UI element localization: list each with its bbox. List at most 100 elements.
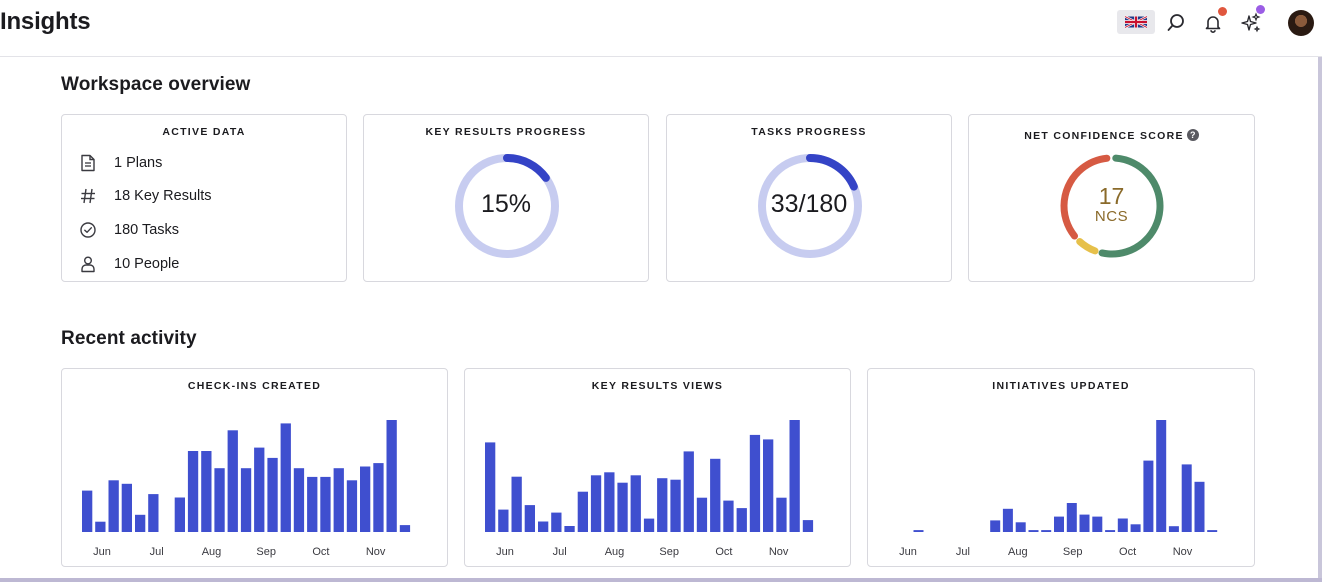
bar[interactable] <box>1207 530 1218 532</box>
bar[interactable] <box>267 457 278 532</box>
bar[interactable] <box>590 475 602 532</box>
bar[interactable] <box>802 520 814 532</box>
search-icon <box>1167 14 1184 31</box>
bar[interactable] <box>1156 420 1167 532</box>
ncs-segment-green <box>1060 154 1164 258</box>
ai-assistant-button[interactable] <box>1237 5 1265 37</box>
bar[interactable] <box>683 451 694 532</box>
search-button[interactable] <box>1162 9 1190 37</box>
bar[interactable] <box>82 490 93 532</box>
ring-progress <box>758 154 862 258</box>
language-switcher[interactable] <box>1117 10 1155 34</box>
bar[interactable] <box>749 434 761 532</box>
bar[interactable] <box>670 479 681 532</box>
initiatives-chart-title: INITIATIVES UPDATED <box>992 380 1130 392</box>
bar[interactable] <box>135 514 146 532</box>
bar[interactable] <box>538 521 549 533</box>
bar[interactable] <box>360 466 371 533</box>
tasks-progress-card: TASKS PROGRESS 33/180 <box>666 114 952 282</box>
notifications-button[interactable] <box>1199 7 1227 37</box>
bar[interactable] <box>148 494 159 532</box>
bar[interactable] <box>485 442 496 532</box>
bar[interactable] <box>604 472 615 532</box>
tasks-progress-title: TASKS PROGRESS <box>751 126 867 138</box>
avatar[interactable] <box>1288 10 1314 36</box>
bar[interactable] <box>643 518 655 532</box>
bar[interactable] <box>763 439 774 532</box>
checkins-chart-card: CHECK-INS CREATED Jun Jul Aug Sep Oct Nov <box>61 368 448 567</box>
bar[interactable] <box>736 508 747 532</box>
month-tick-label: Aug <box>202 546 222 558</box>
bar[interactable] <box>214 468 225 532</box>
recent-activity-title: Recent activity <box>61 328 197 349</box>
bar[interactable] <box>1041 530 1052 532</box>
bar[interactable] <box>399 525 411 532</box>
bar[interactable] <box>1130 524 1141 532</box>
bar[interactable] <box>187 451 199 532</box>
bar[interactable] <box>776 497 787 532</box>
bar[interactable] <box>373 463 384 532</box>
bar[interactable] <box>346 480 358 532</box>
bar[interactable] <box>108 480 119 532</box>
bar[interactable] <box>95 521 106 532</box>
bar[interactable] <box>577 491 588 532</box>
sparkles-icon <box>1241 12 1261 33</box>
bar[interactable] <box>280 423 291 532</box>
bar[interactable] <box>564 526 575 532</box>
bar[interactable] <box>227 430 238 532</box>
net-confidence-unit: NCS <box>1094 208 1129 225</box>
bar[interactable] <box>293 468 305 532</box>
person-icon <box>78 254 98 274</box>
bar[interactable] <box>913 530 924 532</box>
tasks-progress-value: 33/180 <box>770 190 848 218</box>
bar[interactable] <box>121 483 132 532</box>
bar[interactable] <box>1105 530 1116 532</box>
bar[interactable] <box>307 476 318 532</box>
bar[interactable] <box>386 420 397 532</box>
net-confidence-title: NET CONFIDENCE SCORE <box>1024 130 1184 142</box>
bar[interactable] <box>990 520 1001 532</box>
bar[interactable] <box>320 476 331 532</box>
stat-people-label: 10 People <box>114 256 180 272</box>
active-data-title: ACTIVE DATA <box>162 126 246 138</box>
bar[interactable] <box>511 476 522 532</box>
bar[interactable] <box>1066 503 1077 532</box>
bar[interactable] <box>524 505 535 532</box>
bar[interactable] <box>1079 514 1090 532</box>
checkins-chart-title: CHECK-INS CREATED <box>187 380 322 392</box>
bar[interactable] <box>1168 526 1179 532</box>
bar[interactable] <box>789 420 800 532</box>
bar[interactable] <box>696 497 708 532</box>
initiatives-bar-chart: Jun Jul Aug Sep Oct Nov <box>899 420 1218 558</box>
bar[interactable] <box>1054 516 1064 532</box>
bar[interactable] <box>723 500 734 532</box>
bar[interactable] <box>201 451 212 532</box>
bar[interactable] <box>1143 460 1154 532</box>
bar[interactable] <box>1181 464 1192 532</box>
bar[interactable] <box>240 468 252 532</box>
bar[interactable] <box>710 458 721 532</box>
bar[interactable] <box>1117 518 1128 533</box>
month-tick-label: Jun <box>899 546 917 558</box>
stat-people: 10 People <box>78 254 179 274</box>
bar[interactable] <box>1194 481 1205 532</box>
bar[interactable] <box>174 497 185 533</box>
bar[interactable] <box>1092 516 1103 532</box>
ring-progress <box>455 154 559 258</box>
help-circle-icon[interactable]: ? <box>1186 129 1199 141</box>
bar[interactable] <box>333 468 344 532</box>
bar[interactable] <box>657 478 668 532</box>
bar[interactable] <box>630 475 641 532</box>
stat-tasks: 180 Tasks <box>78 220 179 240</box>
bar[interactable] <box>1002 508 1013 532</box>
bar[interactable] <box>617 482 628 532</box>
bar[interactable] <box>1015 522 1026 532</box>
stat-key-results-label: 18 Key Results <box>114 188 212 204</box>
bar[interactable] <box>498 509 509 532</box>
bar[interactable] <box>551 512 562 532</box>
month-tick-label: Jul <box>553 546 567 558</box>
net-confidence-title-row: NET CONFIDENCE SCORE? <box>969 129 1254 142</box>
month-tick-label: Nov <box>366 546 386 558</box>
bar[interactable] <box>1028 530 1039 532</box>
bar[interactable] <box>254 447 265 532</box>
